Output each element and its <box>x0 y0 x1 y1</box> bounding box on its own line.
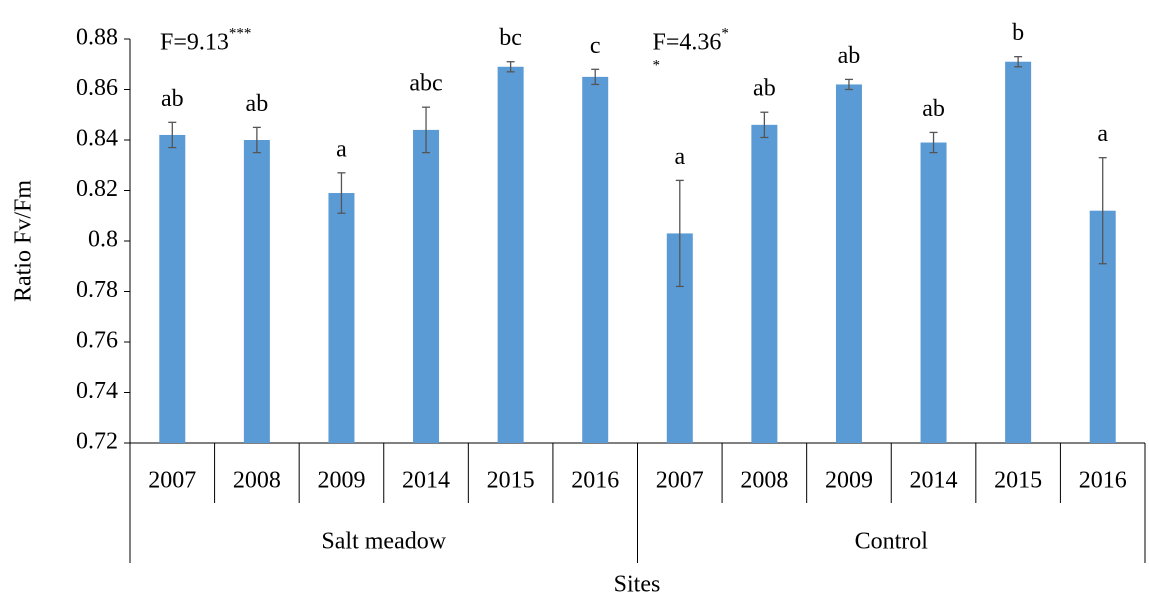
data-label: ab <box>922 96 945 122</box>
bar <box>835 84 862 443</box>
data-label: ab <box>753 76 776 102</box>
data-label: abc <box>409 71 442 97</box>
x-tick-label: 2016 <box>1079 468 1127 494</box>
y-tick-label: 0.82 <box>76 176 118 202</box>
data-label: b <box>1012 20 1024 46</box>
data-label: a <box>1097 121 1108 147</box>
error-bar <box>422 106 431 154</box>
data-label: ab <box>246 91 269 117</box>
group-label: Salt meadow <box>321 529 446 555</box>
error-bar <box>1014 56 1023 68</box>
data-label: a <box>674 144 685 170</box>
x-tick-label: 2016 <box>571 468 619 494</box>
x-axis-title: Sites <box>614 572 661 598</box>
error-bar <box>506 61 515 73</box>
y-tick-label: 0.88 <box>76 25 118 51</box>
y-tick-label: 0.76 <box>76 328 118 354</box>
data-label: a <box>336 136 347 162</box>
error-bar <box>337 172 346 214</box>
y-axis-title: Ratio Fv/Fm <box>11 180 37 302</box>
error-bar <box>1098 157 1107 265</box>
annotation-sup: * <box>721 25 729 41</box>
bar <box>413 129 440 443</box>
y-tick-label: 0.74 <box>76 378 118 404</box>
x-tick-label: 2015 <box>994 468 1042 494</box>
x-tick-label: 2009 <box>317 468 365 494</box>
error-bar <box>929 131 938 154</box>
y-tick-label: 0.78 <box>76 277 118 303</box>
x-tick-label: 2008 <box>740 468 788 494</box>
y-tick-label: 0.84 <box>76 126 118 152</box>
annotation-extra: * <box>653 57 661 73</box>
annotation: F=9.13 <box>160 30 229 56</box>
bar <box>751 124 778 443</box>
data-label: bc <box>499 25 522 51</box>
bar <box>582 76 609 443</box>
bar <box>328 193 355 443</box>
bar <box>920 142 947 443</box>
x-tick-label: 2014 <box>402 468 450 494</box>
y-tick-label: 0.72 <box>76 429 118 455</box>
error-bar <box>591 68 600 86</box>
data-label: ab <box>161 86 184 112</box>
x-tick-label: 2014 <box>910 468 958 494</box>
data-label: c <box>590 33 601 59</box>
bar <box>243 140 270 443</box>
group-label: Control <box>855 529 929 555</box>
annotation-sup: *** <box>229 25 252 41</box>
error-bar <box>252 126 261 154</box>
error-bar <box>675 179 684 288</box>
annotation: F=4.36 <box>653 30 722 56</box>
data-label: ab <box>838 43 861 69</box>
error-bar <box>844 78 853 91</box>
error-bar <box>168 121 177 149</box>
bar <box>159 134 186 443</box>
x-tick-label: 2015 <box>487 468 535 494</box>
y-tick-label: 0.8 <box>88 227 118 253</box>
x-tick-label: 2007 <box>656 468 704 494</box>
x-tick-label: 2009 <box>825 468 873 494</box>
y-tick-label: 0.86 <box>76 75 118 101</box>
x-tick-label: 2007 <box>148 468 196 494</box>
error-bar <box>760 111 769 139</box>
bar <box>1005 61 1032 443</box>
bar <box>497 66 524 444</box>
x-tick-label: 2008 <box>233 468 281 494</box>
